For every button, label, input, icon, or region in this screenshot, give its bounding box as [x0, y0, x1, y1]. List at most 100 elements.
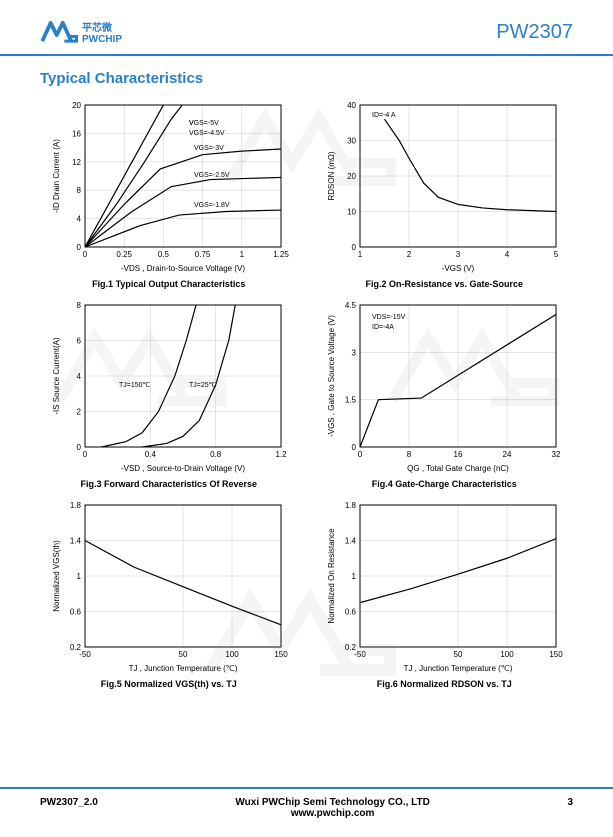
svg-text:40: 40 [347, 101, 356, 110]
svg-text:QG , Total Gate Charge (nC): QG , Total Gate Charge (nC) [407, 464, 509, 473]
svg-text:TJ , Junction Temperature (℃): TJ , Junction Temperature (℃) [128, 664, 237, 673]
svg-text:3: 3 [456, 250, 461, 259]
chart-fig3: 00.40.81.202468-VSD , Source-to-Drain Vo… [40, 295, 298, 489]
svg-text:20: 20 [72, 101, 81, 110]
svg-text:8: 8 [76, 186, 81, 195]
svg-text:1.25: 1.25 [273, 250, 289, 259]
svg-text:12: 12 [72, 158, 81, 167]
chart-fig5: 50 100 150 -500.2 0.6 1 1.4 1.8 TJ , Junction Te… [40, 495, 298, 689]
svg-text:0.5: 0.5 [158, 250, 170, 259]
svg-text:4: 4 [505, 250, 510, 259]
charts-grid: 00.250.50.7511.25048121620-VDS , Drain-t… [0, 95, 613, 689]
svg-text:-IS Source Current(A): -IS Source Current(A) [52, 337, 61, 415]
svg-text:VGS=-1.8V: VGS=-1.8V [194, 202, 230, 209]
footer-doc-rev: PW2307_2.0 [40, 797, 98, 808]
svg-text:-VGS (V): -VGS (V) [442, 264, 475, 273]
svg-text:1: 1 [239, 250, 244, 259]
caption-fig4: Fig.4 Gate-Charge Characteristics [372, 479, 517, 489]
footer-company: Wuxi PWChip Semi Technology CO., LTD [98, 797, 568, 808]
svg-text:2: 2 [407, 250, 412, 259]
svg-text:1.8: 1.8 [345, 501, 357, 510]
logo-cn-text: 平芯微 [82, 19, 122, 34]
svg-text:VGS=-2.5V: VGS=-2.5V [194, 172, 230, 179]
svg-text:-50: -50 [354, 650, 366, 659]
svg-text:-VGS , Gate to Source Voltage: -VGS , Gate to Source Voltage (V) [327, 315, 336, 437]
svg-text:TJ=25℃: TJ=25℃ [189, 382, 217, 389]
page: 平芯微 PWCHIP PW2307 Typical Characteristic… [0, 0, 613, 837]
caption-fig1: Fig.1 Typical Output Characteristics [92, 279, 245, 289]
svg-text:0.75: 0.75 [195, 250, 211, 259]
section-title: Typical Characteristics [40, 70, 613, 87]
svg-text:10: 10 [347, 208, 356, 217]
svg-text:0: 0 [352, 443, 357, 452]
chart-fig4: 0816243201.534.5QG , Total Gate Charge (… [316, 295, 574, 489]
svg-text:100: 100 [225, 650, 239, 659]
svg-text:30: 30 [347, 137, 356, 146]
svg-text:32: 32 [552, 450, 561, 459]
svg-text:1.4: 1.4 [70, 537, 82, 546]
svg-text:1.4: 1.4 [345, 537, 357, 546]
svg-text:VGS=-4.5V: VGS=-4.5V [189, 130, 225, 137]
caption-fig3: Fig.3 Forward Characteristics Of Reverse [80, 479, 257, 489]
svg-text:ID=-4 A: ID=-4 A [372, 112, 396, 119]
logo-en-text: PWCHIP [82, 34, 122, 45]
svg-text:RDSON (mΩ): RDSON (mΩ) [327, 151, 336, 200]
svg-text:Normalized On Resistance: Normalized On Resistance [327, 528, 336, 624]
svg-text:VGS=-3V: VGS=-3V [194, 145, 224, 152]
svg-text:4.5: 4.5 [345, 301, 357, 310]
svg-text:0.6: 0.6 [345, 608, 357, 617]
svg-text:0.6: 0.6 [70, 608, 82, 617]
caption-fig5: Fig.5 Normalized VGS(th) vs. TJ [101, 679, 237, 689]
svg-text:1: 1 [358, 250, 363, 259]
svg-text:4: 4 [76, 372, 81, 381]
svg-text:8: 8 [76, 301, 81, 310]
svg-text:50: 50 [454, 650, 463, 659]
svg-text:0: 0 [76, 443, 81, 452]
svg-text:4: 4 [76, 215, 81, 224]
svg-text:1: 1 [76, 572, 81, 581]
chart-fig1: 00.250.50.7511.25048121620-VDS , Drain-t… [40, 95, 298, 289]
logo-block: 平芯微 PWCHIP [40, 18, 122, 46]
chart-fig2: 1 2 3 4 5 0 10 20 30 40 -VGS (V) RDSON (mΩ) ID=-4 A F… [316, 95, 574, 289]
svg-text:-ID Drain Current (A): -ID Drain Current (A) [52, 139, 61, 213]
svg-text:20: 20 [347, 172, 356, 181]
svg-text:TJ , Junction Temperature (℃): TJ , Junction Temperature (℃) [404, 664, 513, 673]
svg-text:50: 50 [178, 650, 187, 659]
svg-text:0: 0 [352, 243, 357, 252]
svg-text:100: 100 [501, 650, 515, 659]
header: 平芯微 PWCHIP PW2307 [0, 0, 613, 56]
part-number: PW2307 [496, 21, 573, 44]
svg-text:1.8: 1.8 [70, 501, 82, 510]
logo-icon [40, 18, 78, 46]
svg-text:-50: -50 [79, 650, 91, 659]
caption-fig2: Fig.2 On-Resistance vs. Gate-Source [365, 279, 523, 289]
svg-text:0: 0 [83, 450, 88, 459]
svg-text:0.25: 0.25 [116, 250, 132, 259]
svg-text:5: 5 [554, 250, 559, 259]
svg-text:24: 24 [503, 450, 512, 459]
svg-text:VGS=-5V: VGS=-5V [189, 120, 219, 127]
svg-text:16: 16 [72, 129, 81, 138]
chart-fig6: 50 100 150 -500.2 0.6 1 1.4 1.8 TJ , Junction Te… [316, 495, 574, 689]
svg-text:150: 150 [274, 650, 288, 659]
svg-text:16: 16 [454, 450, 463, 459]
footer: PW2307_2.0 Wuxi PWChip Semi Technology C… [0, 787, 613, 819]
svg-text:3: 3 [352, 348, 357, 357]
svg-text:1.2: 1.2 [275, 450, 287, 459]
svg-text:0.2: 0.2 [70, 643, 82, 652]
svg-text:2: 2 [76, 408, 81, 417]
svg-text:0.4: 0.4 [145, 450, 157, 459]
svg-text:-VSD , Source-to-Drain Voltage: -VSD , Source-to-Drain Voltage (V) [121, 464, 245, 473]
svg-text:0.8: 0.8 [210, 450, 222, 459]
svg-text:0.2: 0.2 [345, 643, 357, 652]
svg-text:150: 150 [550, 650, 564, 659]
footer-website: www.pwchip.com [98, 808, 568, 819]
svg-text:TJ=150℃: TJ=150℃ [119, 382, 151, 389]
svg-text:0: 0 [358, 450, 363, 459]
svg-text:VDS=-15V: VDS=-15V [372, 314, 406, 321]
svg-text:ID=-4A: ID=-4A [372, 324, 394, 331]
svg-text:1.5: 1.5 [345, 396, 357, 405]
svg-text:0: 0 [83, 250, 88, 259]
caption-fig6: Fig.6 Normalized RDSON vs. TJ [377, 679, 512, 689]
svg-text:1: 1 [352, 572, 357, 581]
